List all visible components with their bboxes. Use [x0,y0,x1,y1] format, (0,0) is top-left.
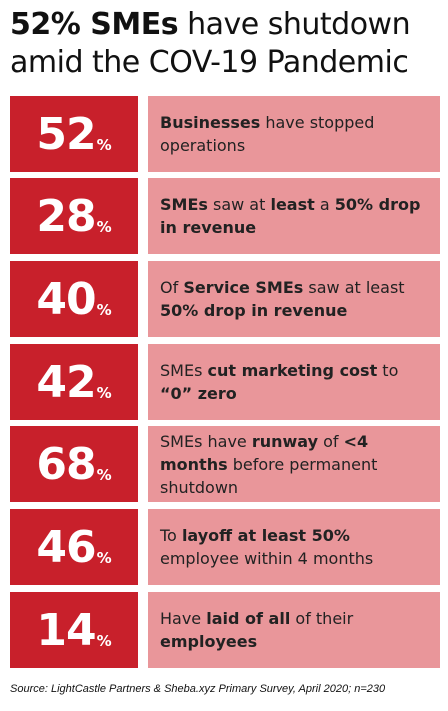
stat-row: 40% Of Service SMEs saw at least 50% drop… [10,261,440,337]
percent-sign: % [96,136,112,154]
stat-row: 42% SMEs cut marketing cost to “0” zero [10,344,440,420]
stat-description-text: To layoff at least 50% employee within 4… [160,524,430,570]
stat-number: 46 [36,521,96,573]
stat-description: To layoff at least 50% employee within 4… [148,509,440,585]
percent-sign: % [96,301,112,319]
stat-row: 46% To layoff at least 50% employee withi… [10,509,440,585]
body-text: have stopped operations [160,113,375,155]
emphasis-text: runway [251,431,319,451]
row-divider [138,426,148,502]
emphasis-text: <4 months [160,431,369,474]
stat-number: 14 [36,604,96,656]
title-highlight: 52% SMEs [10,7,179,42]
body-text: Of [160,278,184,297]
emphasis-text: SMEs [160,195,208,214]
stat-number: 42 [36,356,96,408]
stat-description-text: Have laid of all of their employees [160,607,430,653]
row-divider [138,178,148,254]
emphasis-text: 50% drop in revenue [160,301,348,320]
body-text: saw at least [303,278,405,297]
row-divider [138,509,148,585]
stat-value-box: 42% [10,344,138,420]
stat-row: 14% Have laid of all of their employees [10,592,440,668]
percent-sign: % [96,549,112,567]
body-text: of [318,431,344,451]
emphasis-text: Businesses [160,113,261,132]
stat-value-box: 68% [10,426,138,502]
body-text: a [314,195,335,214]
emphasis-text: layoff at least 50% [181,526,350,545]
stat-value-box: 14% [10,592,138,668]
body-text: before permanent shutdown [160,454,378,497]
percent-sign: % [96,466,112,484]
stat-description: Have laid of all of their employees [148,592,440,668]
body-text: SMEs have [160,431,252,451]
infographic-title: 52% SMEs have shutdown amid the COV-19 P… [10,6,440,82]
percent-sign: % [96,384,112,402]
source-note: Source: LightCastle Partners & Sheba.xyz… [10,683,386,695]
emphasis-text: “0” zero [160,384,237,403]
stat-row: 68% SMEs have runway of <4 months before … [10,426,440,502]
stat-row: 28% SMEs saw at least a 50% drop in reven… [10,178,440,254]
emphasis-text: cut marketing cost [207,361,378,380]
row-divider [138,592,148,668]
stat-value-box: 28% [10,178,138,254]
stat-description-text: Of Service SMEs saw at least 50% drop in… [160,276,430,322]
stat-description: Businesses have stopped operations [148,96,440,172]
stat-row: 52% Businesses have stopped operations [10,96,440,172]
emphasis-text: 50% drop in revenue [160,195,421,237]
body-text: To [160,526,182,545]
stat-description: Of Service SMEs saw at least 50% drop in… [148,261,440,337]
row-divider [138,344,148,420]
emphasis-text: laid of all [206,609,291,628]
body-text: saw at [207,195,271,214]
body-text: to [377,361,399,380]
stat-number: 68 [36,438,96,490]
body-text: Have [160,609,207,628]
stat-value-box: 52% [10,96,138,172]
stat-description-text: SMEs have runway of <4 months before per… [160,430,430,499]
body-text: employee within 4 months [160,549,374,568]
body-text: SMEs [160,361,208,380]
stat-description-text: Businesses have stopped operations [160,111,430,157]
stat-description: SMEs have runway of <4 months before per… [148,426,440,502]
percent-sign: % [96,632,112,650]
row-divider [138,96,148,172]
stat-description-text: SMEs saw at least a 50% drop in revenue [160,193,430,239]
stat-value-box: 46% [10,509,138,585]
stat-number: 52 [36,108,96,160]
stat-number: 40 [36,273,96,325]
percent-sign: % [96,218,112,236]
stat-number: 28 [36,190,96,242]
title-line2: amid the COV-19 Pandemic [10,45,409,80]
emphasis-text: Service SMEs [183,278,304,297]
stat-description: SMEs saw at least a 50% drop in revenue [148,178,440,254]
row-divider [138,261,148,337]
body-text: of their [290,609,354,628]
title-line1-rest: have shutdown [178,7,411,42]
emphasis-text: employees [160,632,258,651]
emphasis-text: least [270,195,315,214]
stat-description-text: SMEs cut marketing cost to “0” zero [160,359,430,405]
stat-value-box: 40% [10,261,138,337]
stat-description: SMEs cut marketing cost to “0” zero [148,344,440,420]
